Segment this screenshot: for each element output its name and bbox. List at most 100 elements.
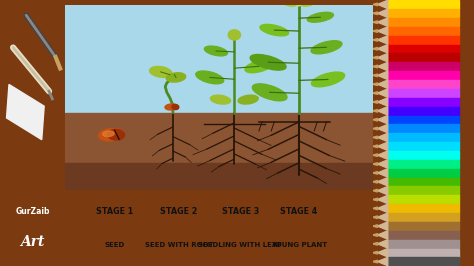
Ellipse shape [307,12,333,22]
Polygon shape [373,74,378,77]
Polygon shape [378,71,388,80]
Bar [388,115,459,124]
Bar [388,45,459,53]
Polygon shape [378,115,388,124]
Ellipse shape [204,46,228,56]
Polygon shape [378,204,388,213]
Polygon shape [373,251,378,254]
Ellipse shape [99,128,124,141]
Bar [388,27,459,35]
Bar [388,222,459,230]
Polygon shape [378,151,388,159]
Polygon shape [378,80,388,88]
Polygon shape [373,101,378,103]
Polygon shape [373,136,378,139]
Bar [388,151,459,159]
Polygon shape [378,45,388,53]
Polygon shape [378,142,388,151]
Polygon shape [378,89,388,97]
Polygon shape [373,30,378,32]
Bar [388,18,459,26]
Bar [388,142,459,151]
Bar [388,213,459,221]
Polygon shape [373,110,378,112]
Polygon shape [378,248,388,257]
Bar [388,0,459,9]
Polygon shape [373,189,378,192]
Bar [388,133,459,142]
Bar [388,231,459,239]
Polygon shape [378,0,388,9]
Bar [65,163,373,190]
Polygon shape [378,124,388,133]
Polygon shape [373,198,378,201]
Polygon shape [373,154,378,156]
Bar [388,9,459,18]
Polygon shape [373,163,378,165]
Polygon shape [378,231,388,239]
Bar [388,169,459,177]
Bar [7,84,44,140]
Text: Art: Art [20,235,45,249]
Polygon shape [373,180,378,183]
Polygon shape [373,83,378,86]
Ellipse shape [250,55,286,70]
Bar [388,160,459,168]
Bar [388,80,459,88]
Bar [388,36,459,44]
Polygon shape [373,127,378,130]
Ellipse shape [172,105,179,110]
Ellipse shape [295,0,303,6]
Ellipse shape [166,73,186,82]
Bar [388,195,459,204]
Polygon shape [378,160,388,168]
Polygon shape [378,53,388,62]
Text: SEEDLING WITH LEAF: SEEDLING WITH LEAF [199,242,283,248]
Polygon shape [378,222,388,230]
Ellipse shape [196,71,224,84]
Bar [388,53,459,62]
Text: YOUNG PLANT: YOUNG PLANT [271,242,327,248]
Bar [388,107,459,115]
Polygon shape [378,27,388,35]
Polygon shape [378,133,388,142]
Ellipse shape [150,66,172,77]
Polygon shape [373,145,378,148]
Polygon shape [373,234,378,236]
Ellipse shape [283,1,296,6]
Bar [388,186,459,195]
Polygon shape [373,225,378,227]
Bar [65,113,373,190]
Polygon shape [378,213,388,221]
Polygon shape [378,169,388,177]
Polygon shape [373,65,378,68]
Ellipse shape [311,72,345,87]
Bar [388,257,459,266]
Polygon shape [373,92,378,94]
Ellipse shape [228,30,240,40]
Polygon shape [378,195,388,204]
Polygon shape [378,62,388,71]
Polygon shape [378,257,388,266]
Ellipse shape [165,104,178,110]
Polygon shape [373,47,378,50]
Ellipse shape [301,1,315,6]
Text: SEED WITH ROOT: SEED WITH ROOT [145,242,213,248]
Polygon shape [378,178,388,186]
Polygon shape [373,207,378,210]
Ellipse shape [245,60,273,73]
Bar [388,62,459,71]
Polygon shape [378,107,388,115]
Text: GurZaib: GurZaib [16,207,50,216]
Polygon shape [378,186,388,195]
Ellipse shape [311,41,342,54]
Text: STAGE 1: STAGE 1 [96,207,133,216]
Polygon shape [378,240,388,248]
Ellipse shape [103,131,114,137]
Polygon shape [373,21,378,23]
Polygon shape [373,39,378,41]
Bar [388,71,459,80]
Polygon shape [373,118,378,121]
Ellipse shape [252,84,287,101]
Polygon shape [378,9,388,18]
